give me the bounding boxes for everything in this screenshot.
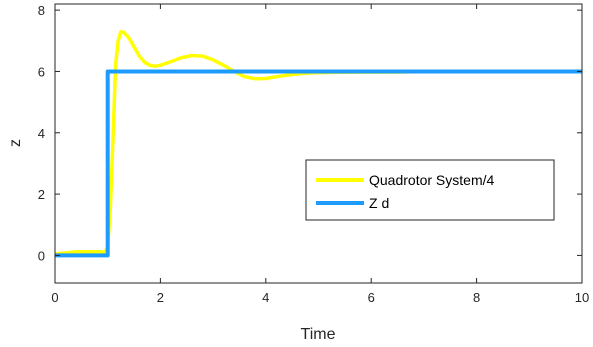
y-tick-label: 8: [38, 3, 45, 18]
axes-layer: 0 2 4 6 8 10 0 2 4 6 8: [38, 3, 589, 305]
x-axis-label: Time: [301, 326, 336, 343]
series-layer: [54, 29, 582, 258]
series-line-zd: [55, 69, 582, 258]
y-tick-label: 4: [38, 126, 45, 141]
y-tick-label: 2: [38, 187, 45, 202]
y-tick-label: 6: [38, 64, 45, 79]
x-tick-label: 6: [368, 290, 375, 305]
plot-frame: [54, 3, 583, 284]
x-tick-label: 2: [157, 290, 164, 305]
x-tick-label: 10: [575, 290, 589, 305]
legend-box: [305, 159, 555, 221]
plot-background: [55, 4, 582, 283]
x-tick-label: 0: [51, 290, 58, 305]
x-tick-label: 8: [473, 290, 480, 305]
y-axis-label: z: [7, 139, 24, 147]
y-tick-label: 0: [38, 248, 45, 263]
legend: Quadrotor System/4 Z d: [305, 159, 555, 221]
x-tick-label: 4: [262, 290, 269, 305]
legend-label-quadrotor: Quadrotor System/4: [369, 172, 494, 188]
legend-label-zd: Z d: [369, 195, 389, 211]
